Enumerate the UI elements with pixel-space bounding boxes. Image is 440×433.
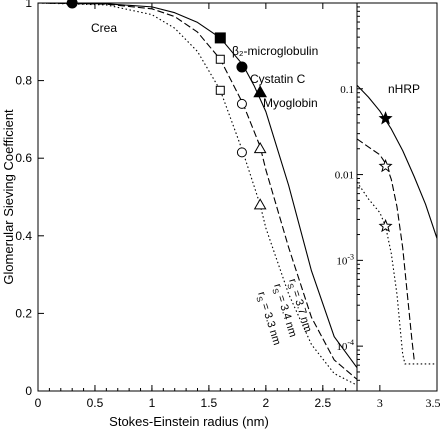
y-tick-label: 0	[25, 384, 32, 398]
filled-circle-marker	[236, 61, 248, 73]
x-tick-label: 1	[149, 396, 156, 410]
marker-label-nhrp: nHRP	[388, 82, 420, 96]
left-markers	[66, 0, 268, 210]
right-y-tick-label: 0.1	[340, 84, 354, 96]
x-tick-label: 2.5	[314, 396, 331, 410]
marker-label-crea: Crea	[91, 21, 117, 35]
y-tick-label: 0.4	[15, 229, 32, 243]
open-circle-marker	[236, 98, 247, 109]
series-line-dotted	[356, 181, 437, 365]
open-star-marker	[378, 218, 393, 233]
y-tick-label: 1	[25, 0, 32, 10]
series-line-dashed	[356, 138, 415, 360]
x-tick-label: 0	[35, 396, 42, 410]
y-axis-title: Glomerular Sieving Coefficient	[1, 109, 16, 285]
x-tick-label: 0.5	[87, 396, 104, 410]
x-axis-title: Stokes-Einstein radius (nm)	[109, 414, 269, 429]
marker-label-b2m: β₂-microglobulin	[232, 44, 318, 58]
open-triangle-marker	[253, 198, 267, 210]
x-tick-label: 1.5	[201, 396, 218, 410]
left-axis-ticks: 0 0.5 1 1.5 2 2.5 0 0.2 0.4 0.6 0.8 1	[15, 0, 347, 410]
open-square-marker	[215, 85, 225, 95]
right-markers	[378, 111, 393, 233]
marker-label-myoglobin: Myoglobin	[263, 96, 318, 110]
series-line-solid	[356, 84, 438, 239]
filled-triangle-marker	[253, 85, 268, 98]
right-curves	[356, 84, 438, 365]
right-y-tick-label: 10-3	[336, 252, 354, 267]
open-square-marker	[215, 54, 225, 64]
open-circle-marker	[236, 147, 247, 158]
right-plot-frame	[356, 2, 438, 392]
x-tick-label: 2	[263, 396, 270, 410]
open-star-marker	[378, 158, 393, 173]
filled-square-marker	[214, 32, 226, 44]
right-y-tick-label: 0.01	[335, 170, 354, 182]
right-x-tick-label: 3	[377, 396, 383, 410]
y-tick-label: 0.2	[15, 306, 32, 320]
marker-label-cystatin: Cystatin C	[250, 72, 306, 86]
open-triangle-marker	[253, 141, 267, 154]
y-tick-label: 0.6	[15, 151, 32, 165]
filled-circle-marker	[66, 0, 78, 9]
right-x-tick-label: 3.5	[426, 396, 440, 410]
filled-star-marker	[378, 111, 393, 125]
y-tick-label: 0.8	[15, 74, 32, 88]
left-plot-frame	[37, 2, 358, 392]
